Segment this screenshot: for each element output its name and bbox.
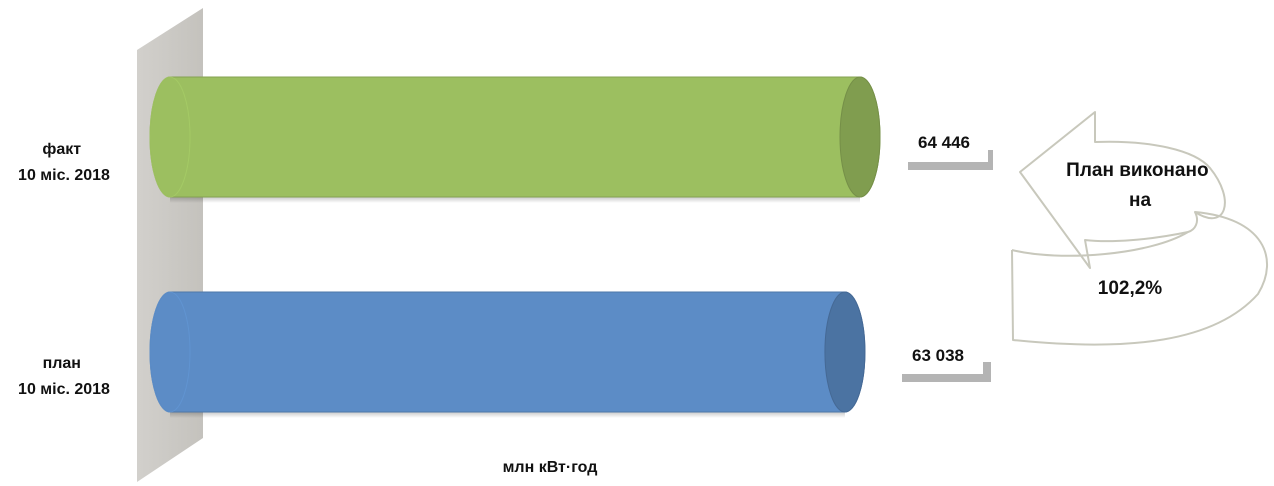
svg-text:63 038: 63 038 (912, 346, 964, 365)
category-label-fact: факт 10 міс. 2018 (18, 141, 110, 184)
unit-label: млн кВт·год (503, 459, 598, 476)
bar-fact (149, 76, 881, 203)
annotation-text: План виконано на (1066, 160, 1214, 211)
bar-plan (149, 291, 866, 418)
value-label-fact: 64 446 (902, 120, 993, 170)
plan-completion-arrow (1011, 111, 1268, 346)
category-label-plan: план 10 міс. 2018 (18, 355, 110, 398)
annotation-value: 102,2% (1098, 278, 1163, 299)
value-label-plan: 63 038 (895, 334, 991, 382)
svg-text:64 446: 64 446 (918, 133, 970, 152)
